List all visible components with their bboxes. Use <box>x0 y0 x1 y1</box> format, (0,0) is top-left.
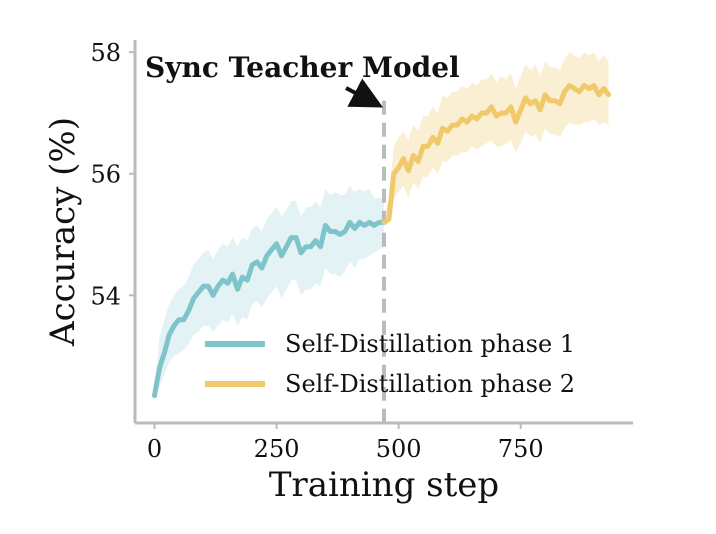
y-tick-label: 58 <box>90 39 121 67</box>
y-tick-label: 54 <box>90 282 121 310</box>
sync-teacher-annotation: Sync Teacher Model <box>145 51 460 84</box>
band-self-distillation-phase-1 <box>154 185 384 399</box>
x-tick-label: 250 <box>254 435 300 463</box>
line-self-distillation-phase-1 <box>152 219 387 399</box>
x-axis-title: Training step <box>269 465 499 505</box>
annotation-arrow <box>345 78 384 108</box>
line-self-distillation-phase-2 <box>381 83 612 225</box>
y-axis-title: Accuracy (%) <box>43 117 83 347</box>
x-tick-label: 0 <box>147 435 162 463</box>
legend-label-phase-1: Self-Distillation phase 1 <box>285 330 575 358</box>
legend-label-phase-2: Self-Distillation phase 2 <box>285 370 575 398</box>
x-tick-label: 500 <box>376 435 422 463</box>
y-tick-label: 56 <box>90 161 121 189</box>
band-self-distillation-phase-2 <box>384 52 609 223</box>
legend: Self-Distillation phase 1 Self-Distillat… <box>205 330 575 398</box>
x-tick-label: 750 <box>498 435 544 463</box>
